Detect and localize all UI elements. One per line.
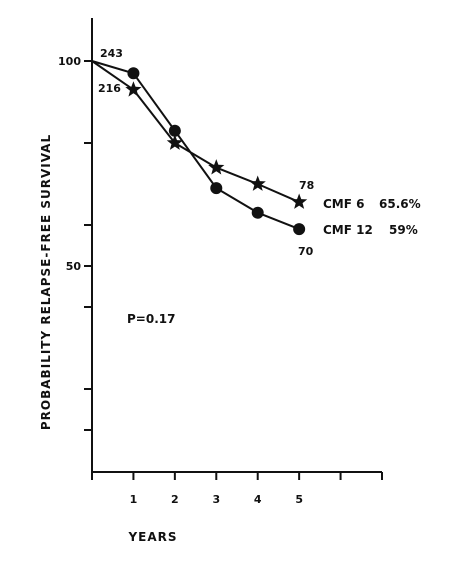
star-marker-4: [249, 175, 266, 191]
sample-size-216: 216: [98, 82, 121, 95]
series-name-cmf-6: CMF 6: [323, 197, 364, 211]
sample-size-78: 78: [299, 179, 314, 192]
circle-marker-4: [251, 206, 264, 219]
x-tick-label-4: 4: [254, 493, 262, 506]
series-value-cmf-6: 65.6%: [379, 197, 421, 211]
x-tick-label-1: 1: [130, 493, 138, 506]
sample-size-243: 243: [100, 47, 123, 60]
series-name-cmf-12: CMF 12: [323, 223, 373, 237]
text-layer: 1 2 3 4 5 100 50 YEARS PROBABILITY RELAPSE-FREE …: [39, 47, 421, 544]
y-tick-label-100: 100: [58, 55, 81, 68]
star-marker-1: [125, 81, 142, 97]
circle-marker-1: [127, 67, 140, 80]
x-tick-label-5: 5: [295, 493, 303, 506]
p-value: P=0.17: [127, 312, 175, 326]
circle-marker-3: [210, 182, 223, 195]
series-layer: [91, 60, 308, 236]
sample-size-70: 70: [298, 245, 314, 258]
star-marker-3: [208, 159, 225, 175]
circle-marker-5: [293, 223, 306, 236]
y-tick-label-50: 50: [66, 260, 82, 273]
x-tick-label-2: 2: [171, 493, 179, 506]
x-tick-label-3: 3: [212, 493, 220, 506]
axes: [84, 18, 383, 480]
star-marker-5: [291, 193, 308, 209]
series-line-cmf-12: [91, 60, 300, 231]
x-axis-title: YEARS: [127, 530, 177, 544]
series-line-cmf-6: [91, 60, 300, 203]
star-marker-2: [166, 134, 183, 150]
y-axis-title: PROBABILITY RELAPSE-FREE SURVIVAL: [39, 134, 53, 430]
circle-marker-2: [168, 124, 181, 137]
series-value-cmf-12: 59%: [389, 223, 418, 237]
